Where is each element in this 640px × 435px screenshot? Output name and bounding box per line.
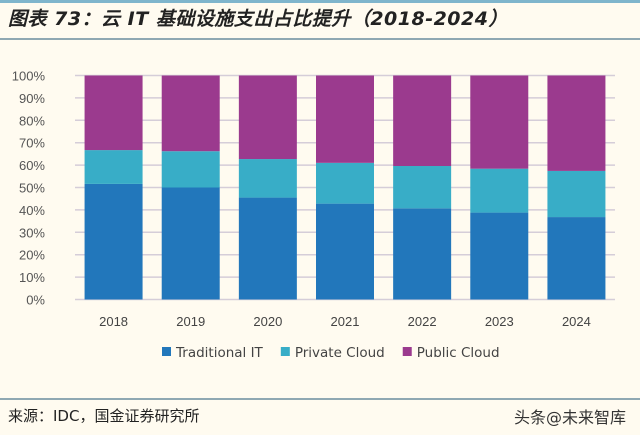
- source-note: 来源：IDC，国金证券研究所: [8, 407, 200, 425]
- bar-traditional-it: [84, 183, 143, 300]
- y-tick-label: 80%: [19, 113, 45, 128]
- stacked-bar-chart: 0% 10% 20% 30% 40% 50% 60% 70% 80% 90% 100% 2018 201…: [12, 69, 615, 361]
- x-tick-label: 2020: [253, 314, 282, 329]
- y-tick-label: 100%: [12, 69, 46, 84]
- bar-traditional-it: [547, 217, 606, 300]
- bar-private-cloud: [161, 151, 220, 188]
- y-tick-label: 30%: [19, 225, 45, 240]
- y-tick-label: 60%: [19, 158, 45, 173]
- bar-traditional-it: [161, 187, 220, 300]
- x-tick-label: 2022: [408, 314, 437, 329]
- y-tick-label: 90%: [19, 91, 45, 106]
- legend-swatch: [280, 347, 290, 356]
- y-tick-label: 50%: [19, 181, 45, 196]
- y-tick-label: 70%: [19, 136, 45, 151]
- x-tick-label: 2023: [485, 314, 514, 329]
- bar-public-cloud: [393, 75, 452, 166]
- legend-label: Private Cloud: [295, 345, 385, 361]
- bar-private-cloud: [84, 150, 143, 184]
- bar-public-cloud: [316, 75, 374, 163]
- bar-traditional-it: [238, 197, 297, 300]
- bar-public-cloud: [547, 75, 606, 171]
- y-tick-label: 10%: [19, 270, 45, 285]
- title-rule: [0, 38, 640, 40]
- bar-traditional-it: [393, 208, 452, 300]
- legend-label: Traditional IT: [175, 345, 264, 361]
- bar-private-cloud: [547, 170, 606, 218]
- bar-public-cloud: [84, 75, 143, 151]
- legend-label: Public Cloud: [417, 345, 500, 361]
- bar-private-cloud: [393, 165, 452, 209]
- top-rule: [0, 0, 640, 3]
- watermark: 头条@未来智库: [513, 408, 626, 427]
- bar-public-cloud: [470, 75, 529, 169]
- x-tick-label: 2024: [562, 314, 591, 329]
- bar-public-cloud: [238, 75, 297, 160]
- bar-traditional-it: [316, 203, 374, 300]
- bar-private-cloud: [316, 162, 374, 204]
- x-tick-label: 2021: [331, 314, 360, 329]
- y-tick-label: 20%: [19, 248, 45, 263]
- bar-traditional-it: [470, 212, 529, 300]
- y-tick-label: 0%: [26, 293, 45, 308]
- bar-private-cloud: [238, 159, 297, 198]
- x-tick-label: 2019: [176, 314, 205, 329]
- legend-swatch: [162, 347, 171, 356]
- bar-private-cloud: [470, 168, 529, 213]
- y-tick-label: 40%: [19, 203, 45, 218]
- x-tick-label: 2018: [99, 314, 128, 329]
- chart-title: 图表 73：云 IT 基础设施支出占比提升（2018-2024）: [8, 8, 508, 30]
- legend-swatch: [402, 347, 412, 356]
- bar-public-cloud: [161, 75, 220, 152]
- bottom-rule: [0, 398, 640, 400]
